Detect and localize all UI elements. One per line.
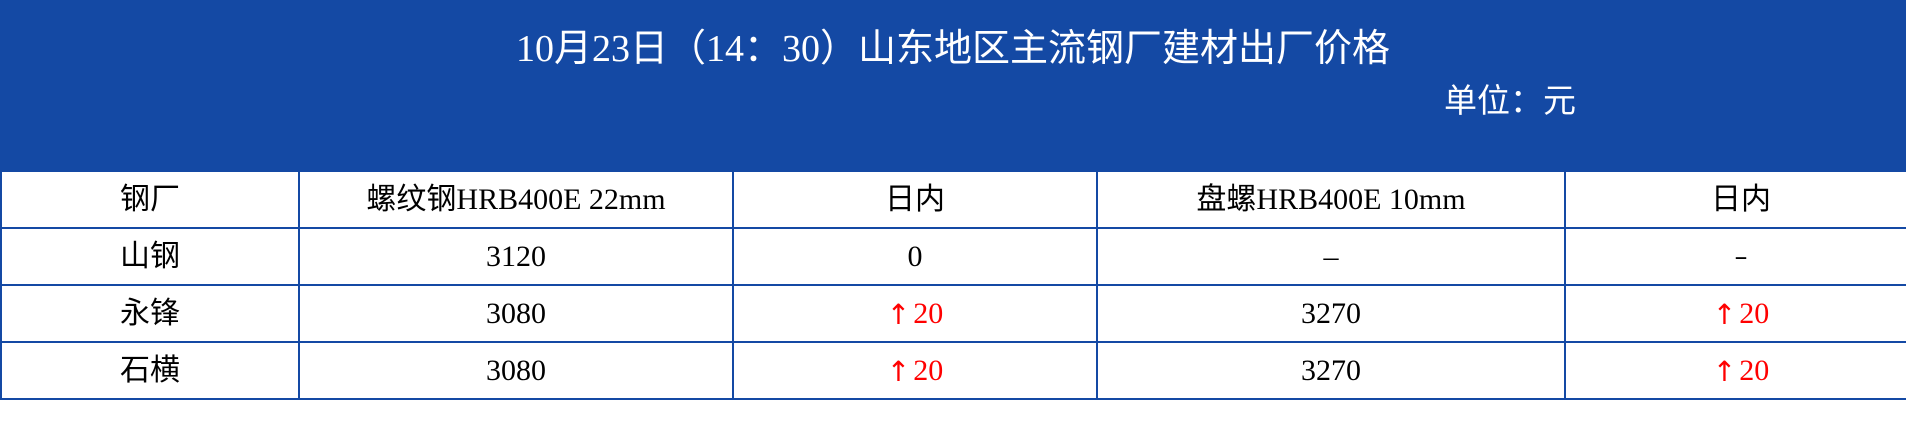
price-table: 钢厂 螺纹钢HRB400E 22mm 日内 盘螺HRB400E 10mm 日内 … [0,172,1906,400]
header-banner: 10月23日（14：30）山东地区主流钢厂建材出厂价格 单位：元 [0,0,1906,172]
cell-mill: 石横 [0,342,300,400]
table-row: 山钢 3120 0 – – [0,228,1906,286]
cell-rebar-change: ↑ 20 [732,285,1098,343]
table-row: 石横 3080 ↑ 20 3270 ↑ 20 [0,342,1906,400]
column-header-mill: 钢厂 [0,172,300,229]
arrow-up-icon: ↑ [886,297,911,331]
cell-rebar: 3120 [298,228,734,286]
change-value-0-coil: – [1734,242,1748,272]
cell-coil-change: – [1564,228,1906,286]
change-value-1-rebar: ↑ 20 [886,296,944,331]
arrow-up-icon: ↑ [1712,354,1737,388]
arrow-up-icon: ↑ [886,354,911,388]
cell-rebar: 3080 [298,285,734,343]
cell-rebar-change: ↑ 20 [732,342,1098,400]
cell-coil-change: ↑ 20 [1564,342,1906,400]
cell-coil-change: ↑ 20 [1564,285,1906,343]
cell-mill: 永锋 [0,285,300,343]
page-title: 10月23日（14：30）山东地区主流钢厂建材出厂价格 [515,28,1390,70]
cell-coil: – [1096,228,1566,286]
cell-rebar: 3080 [298,342,734,400]
cell-coil: 3270 [1096,285,1566,343]
column-header-rebar-chg: 日内 [732,172,1098,229]
change-value-1-coil: ↑ 20 [1712,296,1770,331]
cell-coil: 3270 [1096,342,1566,400]
table-body: 钢厂 螺纹钢HRB400E 22mm 日内 盘螺HRB400E 10mm 日内 … [0,172,1906,400]
arrow-up-icon: ↑ [1712,297,1737,331]
cell-mill: 山钢 [0,228,300,286]
change-value-0-rebar: 0 [907,239,923,273]
table-header-row: 钢厂 螺纹钢HRB400E 22mm 日内 盘螺HRB400E 10mm 日内 [0,172,1906,229]
table-row: 永锋 3080 ↑ 20 3270 ↑ 20 [0,285,1906,343]
change-value-2-coil: ↑ 20 [1712,353,1770,388]
cell-rebar-change: 0 [732,228,1098,286]
column-header-coil: 盘螺HRB400E 10mm [1096,172,1566,229]
change-value-2-rebar: ↑ 20 [886,353,944,388]
unit-label: 单位：元 [1444,84,1576,120]
column-header-rebar: 螺纹钢HRB400E 22mm [298,172,734,229]
column-header-coil-chg: 日内 [1564,172,1906,229]
